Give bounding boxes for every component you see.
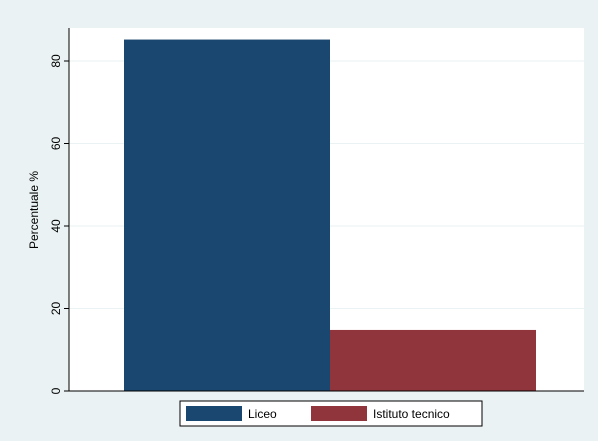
y-tick-label-4: 80 xyxy=(49,54,63,68)
y-tick-label-2: 40 xyxy=(49,219,63,233)
legend-label-0: Liceo xyxy=(248,407,277,421)
y-tick-label-3: 60 xyxy=(49,137,63,151)
legend: Liceo Istituto tecnico xyxy=(179,400,483,427)
y-axis-title: Percentuale % xyxy=(27,171,41,249)
y-tick-label-1: 20 xyxy=(49,302,63,316)
legend-key-1 xyxy=(311,406,367,421)
bars xyxy=(124,39,536,392)
bar-liceo xyxy=(124,39,330,392)
y-axis-ticks: 0 20 40 60 80 xyxy=(49,54,69,394)
bar-istituto-tecnico xyxy=(330,329,536,391)
legend-label-1: Istituto tecnico xyxy=(373,407,450,421)
y-tick-label-0: 0 xyxy=(49,387,63,394)
legend-key-0 xyxy=(186,406,242,421)
